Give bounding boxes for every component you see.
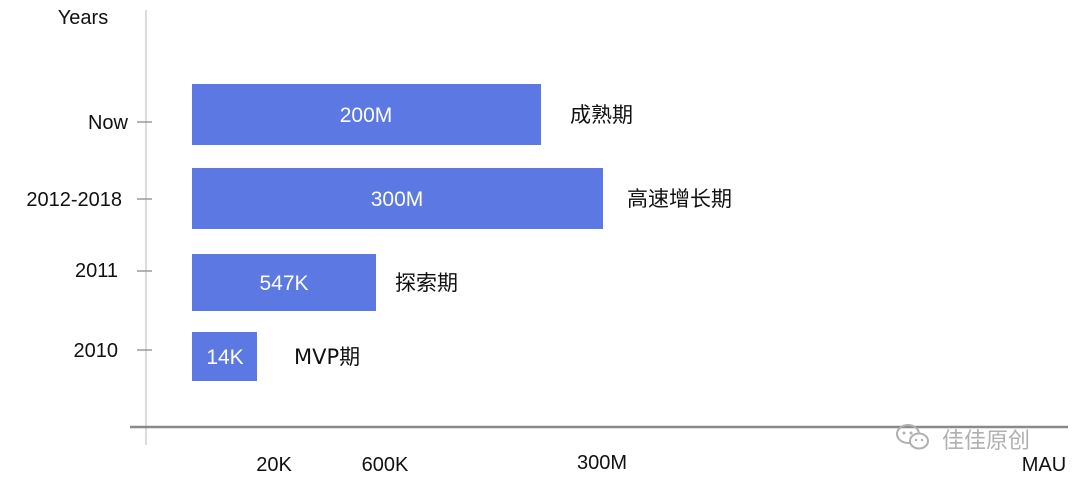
x-axis-title: MAU bbox=[1022, 454, 1066, 476]
y-tick-label-2010: 2010 bbox=[74, 340, 119, 362]
y-tick-label-2012-2018: 2012-2018 bbox=[26, 189, 122, 211]
bar-2012-2018 bbox=[192, 168, 603, 229]
bar-2011 bbox=[192, 254, 376, 311]
x-tick-label-600k: 600K bbox=[362, 454, 409, 476]
bar-value-label-now: 200M bbox=[340, 104, 393, 127]
bar-2010 bbox=[192, 332, 257, 381]
watermark: 佳佳原创 bbox=[896, 424, 1030, 454]
bar-value-label-2011: 547K bbox=[259, 272, 308, 295]
y-tick-label-2011: 2011 bbox=[75, 260, 118, 282]
watermark-text: 佳佳原创 bbox=[942, 429, 1030, 454]
bar-value-label-2012-2018: 300M bbox=[371, 188, 424, 211]
wechat-icon bbox=[896, 424, 929, 450]
phase-label-now: 成熟期 bbox=[570, 103, 633, 127]
y-tick-label-now: Now bbox=[88, 112, 129, 134]
y-axis-title: Years bbox=[58, 7, 108, 29]
x-tick-label-20k: 20K bbox=[256, 454, 292, 476]
x-tick-label-300m: 300M bbox=[577, 452, 627, 474]
phase-label-2012-2018: 高速增长期 bbox=[627, 187, 732, 211]
phase-label-2010: MVP期 bbox=[294, 345, 360, 369]
bar-now bbox=[192, 84, 541, 145]
phase-label-2011: 探索期 bbox=[395, 271, 458, 295]
bar-value-label-2010: 14K bbox=[206, 346, 243, 369]
